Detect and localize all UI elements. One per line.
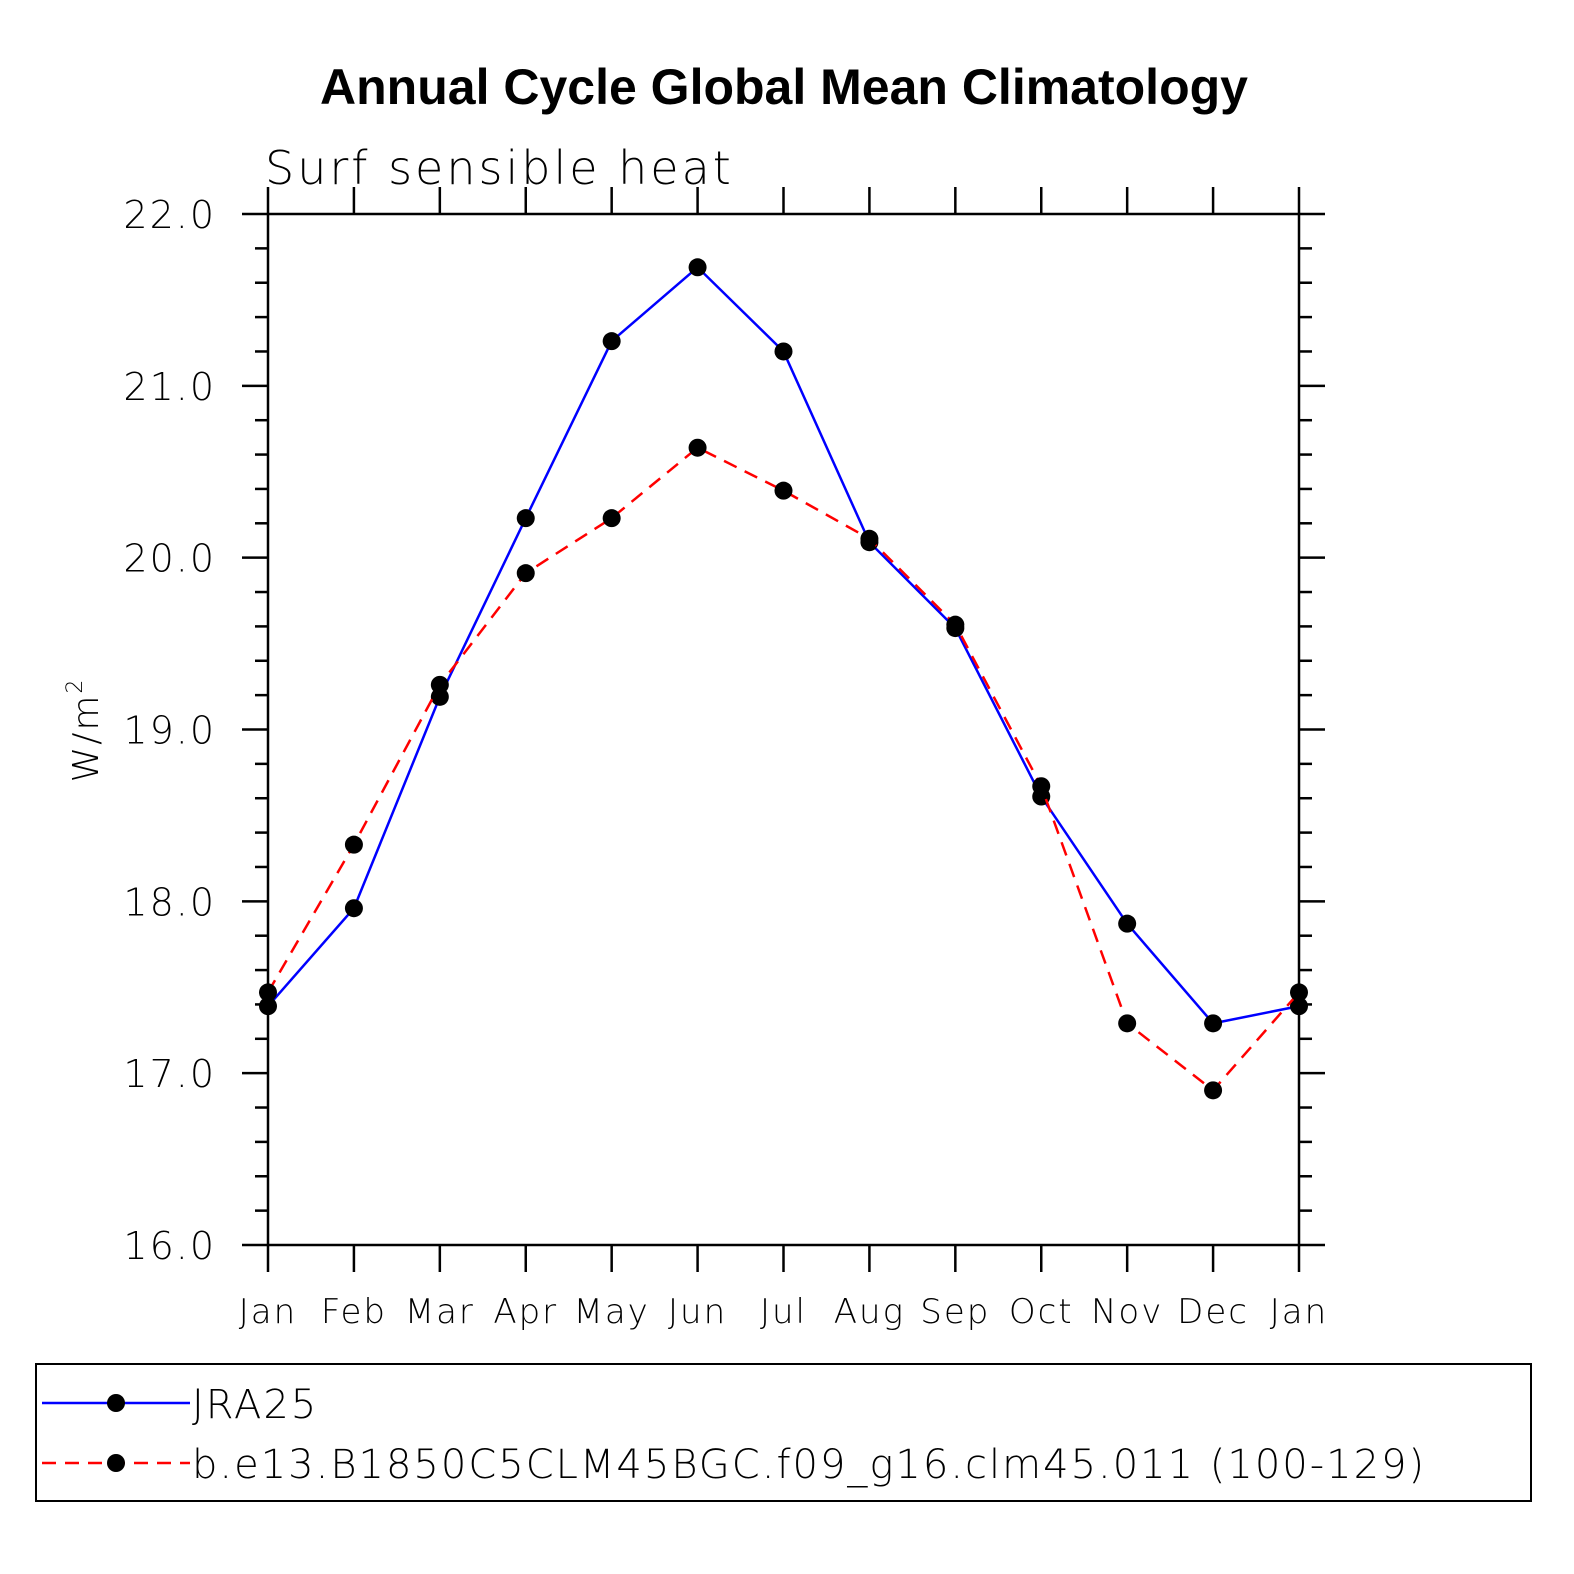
x-tick-label: Feb xyxy=(321,1292,387,1332)
x-tick-label: Mar xyxy=(405,1292,475,1332)
series-line-0 xyxy=(267,265,1300,1025)
x-tick-label: May xyxy=(574,1292,650,1332)
series-line-1 xyxy=(266,446,1300,1093)
y-tick-label: 16.0 xyxy=(123,1224,216,1268)
legend-marker xyxy=(107,1394,125,1412)
data-point xyxy=(516,564,535,583)
y-axis-label-superscript: 2 xyxy=(63,678,88,694)
x-tick-label: Nov xyxy=(1091,1292,1163,1332)
data-point xyxy=(1204,1081,1223,1100)
x-tick-label: Jul xyxy=(760,1292,807,1332)
plot-frame xyxy=(266,212,1301,1247)
y-tick-label: 21.0 xyxy=(123,365,216,409)
data-point xyxy=(1118,1014,1137,1033)
x-tick-label: Jan xyxy=(1270,1292,1328,1332)
series-group xyxy=(259,258,1308,1100)
data-point xyxy=(344,899,363,918)
data-point xyxy=(1204,1014,1223,1033)
data-point xyxy=(688,258,707,277)
y-tick-label: 18.0 xyxy=(123,880,216,924)
chart-title: Annual Cycle Global Mean Climatology xyxy=(320,59,1248,115)
y-tick-label: 20.0 xyxy=(123,537,216,581)
data-point xyxy=(946,615,965,634)
chart-subtitle: Surf sensible heat xyxy=(265,141,734,195)
data-point xyxy=(1032,777,1051,796)
x-tick-label: Jan xyxy=(239,1292,297,1332)
data-point xyxy=(430,675,449,694)
legend-box xyxy=(35,1363,1532,1502)
legend: JRA25 b.e13.B1850C5CLM45BGC.f09_g16.clm45… xyxy=(42,1382,1426,1488)
data-point xyxy=(860,529,879,548)
data-point xyxy=(259,983,277,1002)
x-tick-label: Oct xyxy=(1009,1292,1074,1332)
x-tick-label: Sep xyxy=(920,1292,990,1332)
data-point xyxy=(602,332,621,351)
data-point xyxy=(1290,983,1308,1002)
x-tick-label: Jun xyxy=(668,1292,727,1332)
data-point xyxy=(516,509,535,528)
legend-marker xyxy=(107,1454,125,1472)
y-tick-label: 19.0 xyxy=(123,709,216,753)
data-point xyxy=(344,835,363,854)
data-point xyxy=(602,509,621,528)
data-point xyxy=(1118,914,1137,933)
x-tick-label: Apr xyxy=(493,1292,558,1332)
data-point xyxy=(259,997,277,1016)
data-point xyxy=(688,438,707,457)
data-point xyxy=(774,481,793,500)
data-point xyxy=(774,342,793,361)
x-tick-label: Dec xyxy=(1177,1292,1249,1332)
y-tick-label: 17.0 xyxy=(123,1052,216,1096)
legend-label: b.e13.B1850C5CLM45BGC.f09_g16.clm45.011 … xyxy=(192,1442,1426,1488)
axes: Jan Feb Mar Apr May Jun Jul Aug Sep Oct Nov Dec Jan 1… xyxy=(123,187,1328,1332)
x-tick-label: Aug xyxy=(834,1292,905,1332)
y-axis-label-text: W/m xyxy=(66,694,107,783)
data-point xyxy=(1290,997,1308,1016)
legend-label: JRA25 xyxy=(192,1382,318,1428)
y-axis-label: W/m2 xyxy=(63,678,107,783)
y-tick-label: 22.0 xyxy=(123,193,216,237)
